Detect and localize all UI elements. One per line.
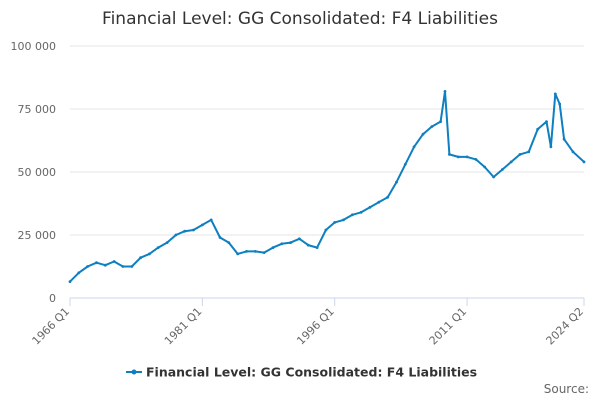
data-point <box>183 229 187 233</box>
data-point <box>474 158 478 161</box>
data-point <box>112 260 116 263</box>
data-point <box>227 241 231 245</box>
x-tick-label: 1996 Q1 <box>294 305 337 348</box>
data-point <box>342 218 345 222</box>
data-point <box>421 132 425 136</box>
data-point <box>236 252 240 256</box>
y-tick-label: 0 <box>49 292 56 305</box>
data-point <box>271 246 275 250</box>
x-tick-label: 1966 Q1 <box>30 305 73 348</box>
data-point <box>386 195 390 199</box>
source-label: Source: <box>544 382 589 396</box>
y-tick-label: 25 000 <box>18 229 57 242</box>
data-point <box>121 265 125 268</box>
data-point <box>430 125 434 128</box>
y-tick-label: 50 000 <box>18 166 57 179</box>
legend[interactable]: Financial Level: GG Consolidated: F4 Lia… <box>126 365 477 380</box>
data-point <box>351 213 354 217</box>
data-point <box>192 228 195 232</box>
data-point <box>465 155 469 159</box>
data-point <box>139 256 143 260</box>
data-point <box>324 228 328 232</box>
series-plot <box>68 90 586 283</box>
data-point <box>412 145 416 149</box>
data-point <box>395 180 398 184</box>
data-point <box>359 210 363 214</box>
data-point <box>439 120 442 123</box>
data-point <box>558 102 562 106</box>
data-point <box>518 153 522 156</box>
legend-marker-icon <box>131 369 137 375</box>
data-point <box>536 127 540 131</box>
data-point <box>368 205 372 209</box>
data-point <box>77 271 81 275</box>
data-point <box>527 150 531 154</box>
y-axis-ticks: 0 25 000 50 000 75 000 100 000 <box>11 40 57 305</box>
series-line <box>69 90 585 283</box>
data-point <box>209 218 213 222</box>
data-point <box>165 241 169 245</box>
chart-title: Financial Level: GG Consolidated: F4 Lia… <box>102 9 498 29</box>
data-point <box>501 168 504 171</box>
data-point <box>103 263 107 267</box>
data-point <box>174 233 178 237</box>
x-tick-label: 1981 Q1 <box>162 305 205 348</box>
data-point <box>289 241 292 245</box>
data-point <box>492 175 495 179</box>
data-point <box>315 246 319 250</box>
data-point <box>448 153 451 156</box>
data-point <box>201 223 204 227</box>
x-tick-label: 2024 Q2 <box>544 305 587 348</box>
data-point <box>571 150 575 154</box>
data-point <box>456 155 460 159</box>
data-point <box>545 120 548 123</box>
data-point <box>130 265 134 268</box>
data-point <box>403 163 407 166</box>
data-point <box>262 251 266 255</box>
data-point <box>156 246 160 250</box>
data-point <box>245 250 248 253</box>
data-point <box>333 221 337 224</box>
x-axis-ticks: 1966 Q1 1981 Q1 1996 Q1 2011 Q1 2024 Q2 <box>30 298 587 348</box>
y-tick-label: 100 000 <box>11 40 57 53</box>
data-point <box>377 200 381 204</box>
data-point <box>553 92 557 96</box>
data-point <box>562 137 566 141</box>
gridlines <box>70 45 584 236</box>
y-tick-label: 75 000 <box>18 103 57 116</box>
data-point <box>298 237 301 241</box>
data-point <box>509 160 513 164</box>
data-point <box>218 236 222 239</box>
data-point <box>582 160 586 164</box>
data-point <box>483 165 487 169</box>
data-point <box>95 261 98 265</box>
data-point <box>549 145 553 149</box>
data-point <box>86 265 89 268</box>
legend-label: Financial Level: GG Consolidated: F4 Lia… <box>146 365 477 380</box>
data-point <box>306 243 310 247</box>
data-point <box>280 242 284 246</box>
data-point <box>148 252 151 256</box>
data-point <box>443 90 447 93</box>
x-tick-label: 2011 Q1 <box>427 305 470 348</box>
data-point <box>68 280 72 283</box>
data-point <box>253 250 257 253</box>
